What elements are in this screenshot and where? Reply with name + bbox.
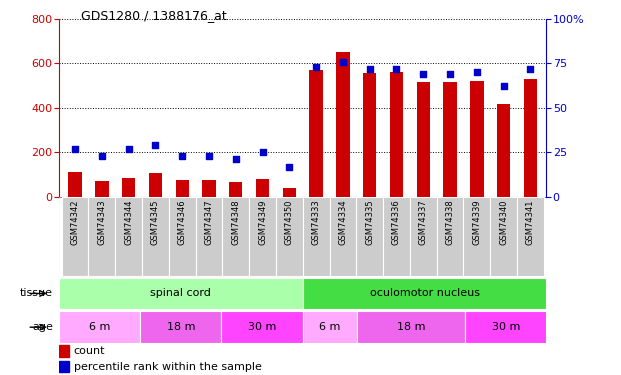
Text: GDS1280 / 1388176_at: GDS1280 / 1388176_at — [81, 9, 227, 22]
Point — [150, 142, 160, 148]
Bar — [142, 197, 169, 276]
Text: oculomotor nucleus: oculomotor nucleus — [369, 288, 479, 298]
Bar — [122, 178, 135, 197]
Point — [231, 156, 241, 162]
Bar — [336, 52, 350, 197]
Bar — [390, 72, 403, 197]
Point — [97, 153, 107, 159]
Bar — [463, 197, 490, 276]
Point — [124, 146, 134, 152]
Text: age: age — [32, 322, 53, 332]
Point — [311, 64, 321, 70]
Text: 18 m: 18 m — [166, 322, 195, 332]
Text: GSM74346: GSM74346 — [178, 199, 187, 245]
Text: GSM74344: GSM74344 — [124, 199, 133, 245]
Bar — [68, 172, 82, 197]
Bar — [303, 278, 546, 309]
Text: spinal cord: spinal cord — [150, 288, 211, 298]
Text: GSM74342: GSM74342 — [71, 199, 79, 245]
Bar — [524, 79, 537, 197]
Text: GSM74338: GSM74338 — [445, 199, 455, 245]
Text: count: count — [74, 346, 105, 356]
Text: 30 m: 30 m — [248, 322, 276, 332]
Bar — [229, 182, 242, 197]
Bar — [59, 345, 69, 357]
Text: 6 m: 6 m — [89, 322, 111, 332]
Text: 6 m: 6 m — [319, 322, 340, 332]
Bar — [363, 73, 376, 197]
Bar — [88, 197, 116, 276]
Point — [70, 146, 80, 152]
Point — [472, 69, 482, 75]
Bar — [303, 311, 357, 343]
Bar — [302, 197, 330, 276]
Point — [445, 71, 455, 77]
Bar — [410, 197, 437, 276]
Bar — [95, 181, 109, 197]
Bar — [222, 311, 303, 343]
Text: GSM74350: GSM74350 — [285, 199, 294, 245]
Bar — [465, 311, 546, 343]
Point — [204, 153, 214, 159]
Text: GSM74341: GSM74341 — [526, 199, 535, 245]
Bar — [222, 197, 249, 276]
Bar — [196, 197, 222, 276]
Point — [365, 66, 374, 72]
Point — [258, 149, 268, 155]
Bar — [417, 82, 430, 197]
Bar — [357, 311, 465, 343]
Bar — [470, 81, 484, 197]
Text: GSM74335: GSM74335 — [365, 199, 374, 245]
Bar — [169, 197, 196, 276]
Bar — [283, 188, 296, 197]
Point — [284, 164, 294, 170]
Point — [391, 66, 401, 72]
Text: GSM74334: GSM74334 — [338, 199, 347, 245]
Text: percentile rank within the sample: percentile rank within the sample — [74, 362, 261, 372]
Bar — [249, 197, 276, 276]
Text: GSM74349: GSM74349 — [258, 199, 267, 245]
Text: GSM74339: GSM74339 — [473, 199, 481, 245]
Bar — [490, 197, 517, 276]
Bar — [140, 311, 222, 343]
Point — [419, 71, 428, 77]
Bar — [309, 70, 323, 197]
Text: GSM74340: GSM74340 — [499, 199, 508, 245]
Bar — [383, 197, 410, 276]
Bar — [517, 197, 544, 276]
Text: tissue: tissue — [20, 288, 53, 298]
Text: GSM74343: GSM74343 — [97, 199, 106, 245]
Bar — [356, 197, 383, 276]
Bar — [443, 82, 457, 197]
Text: GSM74337: GSM74337 — [419, 199, 428, 245]
Text: 18 m: 18 m — [397, 322, 425, 332]
Bar — [276, 197, 302, 276]
Bar — [59, 278, 303, 309]
Bar — [148, 174, 162, 197]
Bar — [437, 197, 463, 276]
Text: GSM74347: GSM74347 — [204, 199, 214, 245]
Text: GSM74348: GSM74348 — [231, 199, 240, 245]
Bar — [256, 179, 270, 197]
Bar — [176, 180, 189, 197]
Bar — [61, 197, 88, 276]
Bar — [116, 197, 142, 276]
Point — [525, 66, 535, 72]
Point — [499, 84, 509, 90]
Bar — [202, 180, 215, 197]
Point — [177, 153, 187, 159]
Bar — [59, 311, 140, 343]
Bar — [330, 197, 356, 276]
Point — [338, 58, 348, 64]
Bar — [59, 361, 69, 372]
Bar — [497, 105, 510, 197]
Text: 30 m: 30 m — [492, 322, 520, 332]
Text: GSM74333: GSM74333 — [312, 199, 320, 245]
Text: GSM74345: GSM74345 — [151, 199, 160, 245]
Text: GSM74336: GSM74336 — [392, 199, 401, 245]
